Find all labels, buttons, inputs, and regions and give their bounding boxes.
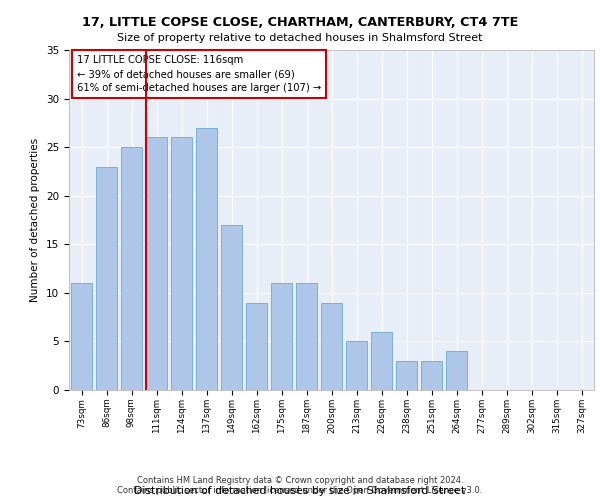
Bar	[321, 302, 342, 390]
Bar	[371, 332, 392, 390]
Bar	[96, 166, 117, 390]
Bar	[296, 283, 317, 390]
Bar	[396, 361, 417, 390]
Bar	[146, 138, 167, 390]
Bar	[246, 302, 267, 390]
Bar	[196, 128, 217, 390]
Y-axis label: Number of detached properties: Number of detached properties	[31, 138, 40, 302]
Text: Contains HM Land Registry data © Crown copyright and database right 2024.: Contains HM Land Registry data © Crown c…	[137, 476, 463, 485]
Text: 17, LITTLE COPSE CLOSE, CHARTHAM, CANTERBURY, CT4 7TE: 17, LITTLE COPSE CLOSE, CHARTHAM, CANTER…	[82, 16, 518, 29]
Text: Contains public sector information licensed under the Open Government Licence v3: Contains public sector information licen…	[118, 486, 482, 495]
Bar	[121, 147, 142, 390]
Bar	[221, 225, 242, 390]
Bar	[446, 351, 467, 390]
Bar	[346, 342, 367, 390]
Text: 17 LITTLE COPSE CLOSE: 116sqm
← 39% of detached houses are smaller (69)
61% of s: 17 LITTLE COPSE CLOSE: 116sqm ← 39% of d…	[77, 55, 321, 93]
Bar	[171, 138, 192, 390]
Bar	[71, 283, 92, 390]
Bar	[421, 361, 442, 390]
Text: Size of property relative to detached houses in Shalmsford Street: Size of property relative to detached ho…	[117, 33, 483, 43]
Text: Distribution of detached houses by size in Shalmsford Street: Distribution of detached houses by size …	[134, 486, 466, 496]
Bar	[271, 283, 292, 390]
